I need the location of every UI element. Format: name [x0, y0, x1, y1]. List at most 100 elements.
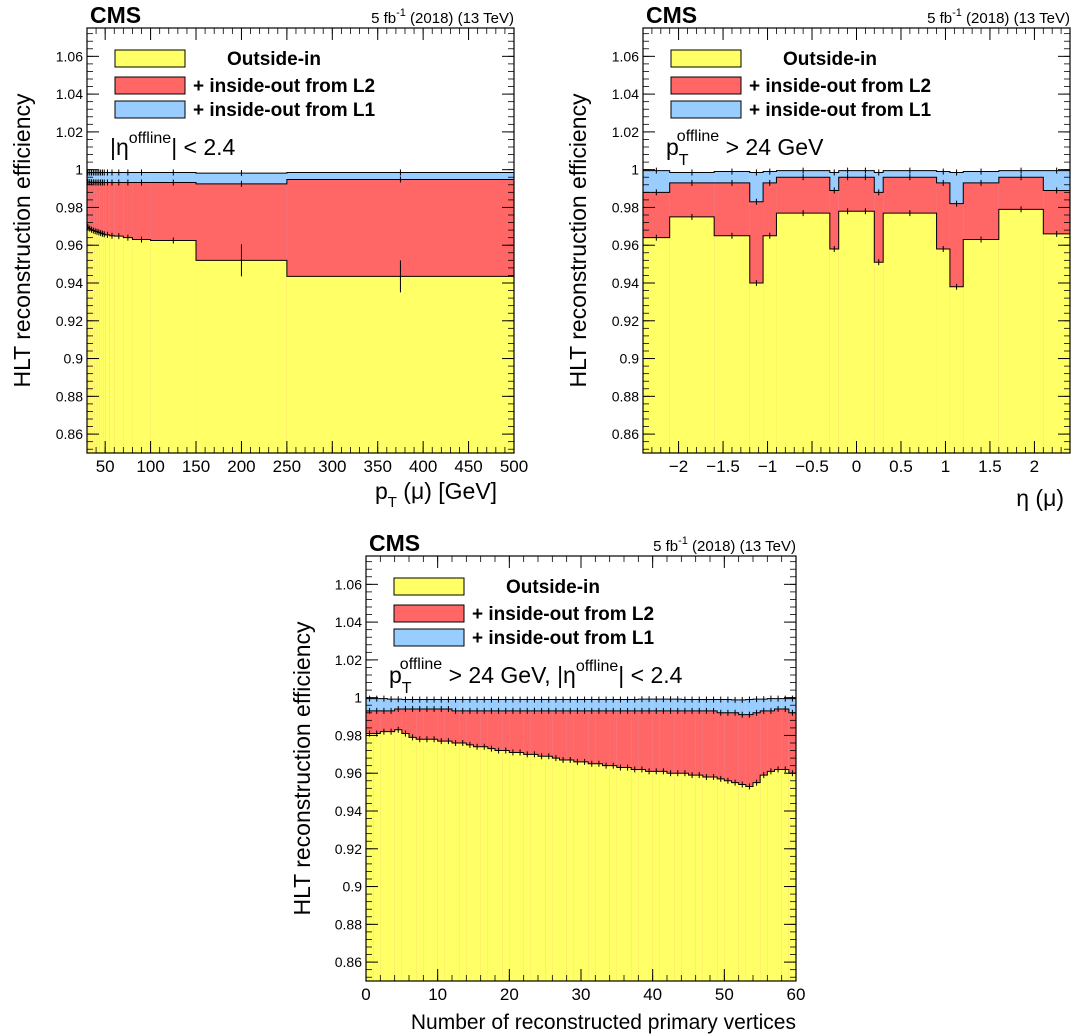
bar-outside-in: [631, 769, 639, 981]
y-tick-label: 0.94: [56, 275, 83, 291]
x-tick-label: 50: [96, 457, 115, 476]
annotation-superscript: offline: [400, 656, 443, 673]
lumi-superscript: -1: [952, 7, 962, 19]
cut-annotation: |ηoffline| < 2.4: [110, 130, 236, 160]
bar-outside-in: [588, 763, 596, 981]
bar-outside-in: [452, 743, 460, 981]
annotation-post: > 24 GeV, |η: [442, 662, 576, 688]
x-axis-label: Number of reconstructed primary vertices: [411, 1011, 796, 1034]
y-tick-label: 1.06: [56, 48, 83, 64]
bar-outside-in: [776, 213, 830, 453]
legend-label: + inside-out from L1: [193, 100, 376, 121]
bar-outside-in: [753, 782, 761, 981]
y-axis-label: HLT reconstruction efficiency: [9, 93, 35, 388]
y-tick-label: 1.04: [56, 86, 83, 102]
legend-swatch: [114, 76, 186, 95]
bar-outside-in: [380, 731, 388, 981]
y-tick-label: 1.02: [612, 124, 639, 140]
legend-swatch: [670, 100, 742, 119]
bar-outside-in: [998, 209, 1044, 453]
x-tick-label: 10: [428, 985, 447, 1004]
y-tick-label: 0.86: [335, 954, 362, 970]
bar-outside-in: [94, 231, 97, 453]
bar-outside-in: [99, 233, 102, 453]
step-line-inside-out-l1: [87, 172, 514, 174]
y-tick-label: 0.86: [612, 426, 639, 442]
y-tick-label: 1.04: [612, 86, 639, 102]
lumi-superscript: -1: [678, 535, 688, 547]
bar-outside-in: [602, 765, 610, 981]
legend-label: Outside-in: [506, 577, 600, 598]
bar-outside-in: [573, 761, 581, 981]
bar-outside-in: [502, 750, 510, 981]
x-axis-label-main: p: [375, 478, 388, 504]
bar-outside-in: [423, 739, 431, 981]
y-tick-label: 0.9: [620, 351, 640, 367]
bar-outside-in: [366, 733, 374, 981]
bar-outside-in: [387, 731, 395, 981]
bar-outside-in: [702, 777, 710, 981]
x-tick-label: 100: [136, 457, 164, 476]
lumi-label: 5 fb-1 (2018) (13 TeV): [371, 7, 514, 27]
y-tick-label: 0.9: [343, 879, 363, 895]
bar-outside-in: [681, 773, 689, 981]
x-axis-label: η (μ): [1016, 485, 1064, 511]
x-tick-label: 2: [1030, 457, 1039, 476]
annotation-pre: p: [666, 134, 679, 160]
bar-outside-in: [763, 235, 777, 453]
bar-outside-in: [667, 773, 675, 981]
bar-outside-in: [459, 743, 467, 981]
bar-outside-in: [416, 739, 424, 981]
x-tick-label: 1.5: [978, 457, 1002, 476]
x-tick-label: 60: [787, 985, 806, 1004]
bar-outside-in: [595, 763, 603, 981]
legend-swatch: [114, 100, 186, 119]
bar-outside-in: [566, 760, 574, 981]
bar-outside-in: [196, 260, 287, 453]
y-tick-label: 1.04: [335, 614, 362, 630]
experiment-label: CMS: [90, 2, 141, 28]
bar-outside-in: [105, 234, 110, 453]
annotation-post-2: | < 2.4: [618, 662, 682, 688]
bar-outside-in: [87, 227, 89, 453]
legend-label: + inside-out from L1: [749, 100, 932, 121]
y-tick-label: 1: [75, 162, 83, 178]
plot-frame: [86, 27, 515, 454]
bar-outside-in: [638, 769, 646, 981]
y-tick-label: 0.96: [56, 237, 83, 253]
legend-swatch: [114, 49, 186, 68]
y-tick-label: 0.86: [56, 426, 83, 442]
y-tick-label: 1.06: [335, 576, 362, 592]
x-axis-label-main: η (μ): [1016, 485, 1064, 511]
legend-label: + inside-out from L2: [193, 76, 375, 97]
bar-outside-in: [652, 771, 660, 981]
bar-outside-in: [103, 234, 106, 453]
legend-label: + inside-out from L1: [472, 628, 655, 649]
bar-outside-in: [444, 741, 452, 981]
lumi-label: 5 fb-1 (2018) (13 TeV): [653, 535, 796, 555]
legend-swatch: [393, 628, 465, 647]
bar-outside-in: [545, 756, 553, 981]
legend-label: Outside-in: [783, 49, 877, 70]
x-tick-label: 30: [572, 985, 591, 1004]
bar-outside-in: [609, 765, 617, 981]
bar-outside-in: [437, 741, 445, 981]
lumi-suffix: (2018) (13 TeV): [688, 538, 796, 555]
cut-annotation: pToffline > 24 GeV: [666, 128, 824, 169]
bar-outside-in: [643, 237, 670, 453]
bar-outside-in: [495, 750, 503, 981]
x-tick-label: 250: [273, 457, 301, 476]
bar-outside-in: [516, 752, 524, 981]
y-tick-label: 0.88: [56, 388, 83, 404]
x-tick-label: 40: [643, 985, 662, 1004]
x-tick-label: −1: [758, 457, 777, 476]
bar-outside-in: [97, 232, 100, 453]
bar-outside-in: [123, 237, 133, 453]
bar-outside-in: [731, 782, 739, 981]
bar-outside-in: [373, 733, 381, 981]
annotation-superscript-2: offline: [576, 658, 619, 675]
legend-label: + inside-out from L2: [472, 604, 654, 625]
legend-label: + inside-out from L2: [749, 76, 931, 97]
x-tick-label: 0: [361, 985, 370, 1004]
annotation-pre: p: [389, 662, 402, 688]
